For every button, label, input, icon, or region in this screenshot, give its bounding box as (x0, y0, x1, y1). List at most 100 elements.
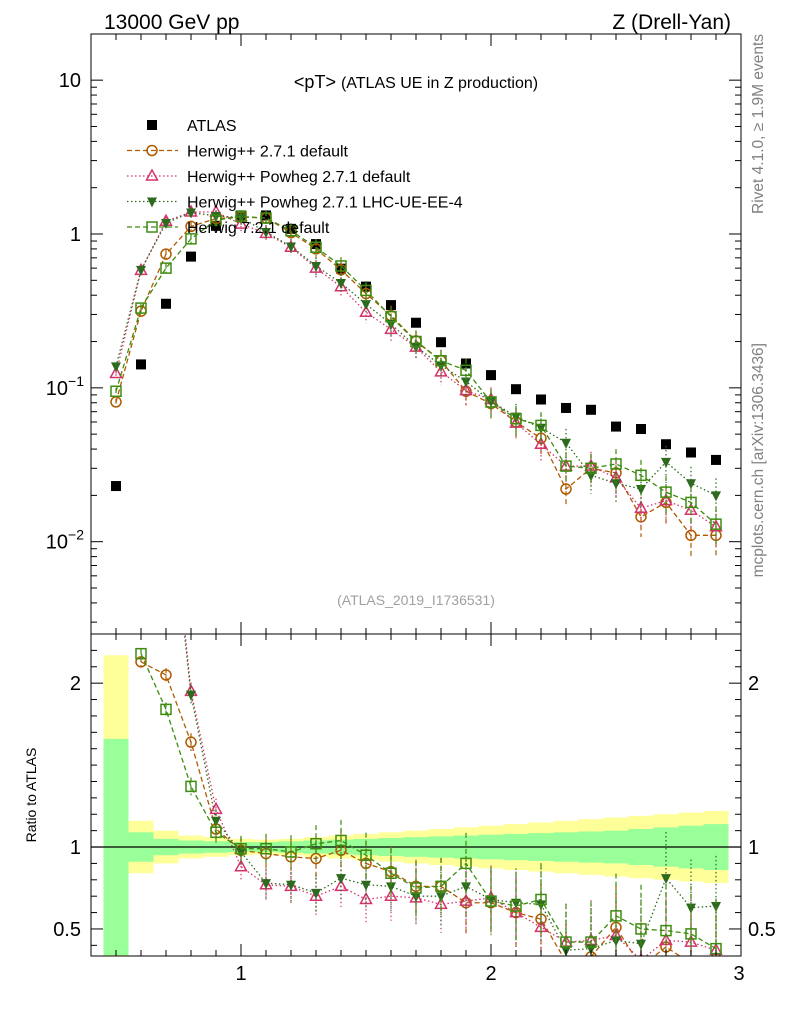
data-point (185, 233, 197, 245)
ratio-point (636, 962, 646, 972)
ratio-point (210, 826, 222, 839)
ratio-y-tick-label: 1 (70, 837, 81, 859)
data-point (460, 364, 472, 377)
data-point (636, 424, 646, 435)
ratio-point (160, 703, 172, 716)
data-point (585, 462, 597, 475)
data-point (386, 300, 396, 311)
ratio-point (361, 880, 371, 891)
ratio-point (311, 888, 321, 899)
ratio-point (610, 910, 622, 922)
series-herwig7 (110, 210, 722, 548)
ratio-point (565, 955, 567, 956)
data-point (534, 436, 548, 449)
ratio-point (410, 882, 422, 894)
data-point (660, 486, 672, 498)
data-point (161, 298, 171, 309)
y-tick-label: 10−2 (46, 527, 84, 554)
ratio-point (160, 669, 172, 681)
data-point (711, 454, 721, 465)
ratio-point (661, 874, 671, 885)
energy-label: 13000 GeV pp (104, 11, 239, 34)
ratio-point (161, 458, 171, 468)
ratio-y-tick-label-right: 1 (748, 837, 759, 859)
ratio-line-herwig_powheg (184, 634, 717, 956)
legend-label: Herwig++ Powheg 2.7.1 default (187, 169, 411, 186)
data-point (186, 208, 196, 219)
ratio-point (460, 857, 472, 870)
data-point (611, 421, 621, 432)
data-point (535, 419, 547, 432)
ratio-series-herwig_powheg (184, 634, 723, 956)
ratio-point (686, 903, 696, 914)
ratio-point (309, 888, 323, 901)
data-point (234, 216, 248, 229)
data-point (210, 214, 222, 226)
data-point (136, 265, 146, 276)
data-point (336, 279, 346, 290)
data-point (111, 362, 121, 373)
legend-entry-herwig7: Herwig 7.2.1 default (127, 220, 330, 237)
legend-label: Herwig++ Powheg 2.7.1 LHC-UE-EE-4 (187, 195, 463, 212)
ratio-point (485, 895, 497, 907)
data-point (285, 224, 297, 237)
data-point (461, 377, 471, 388)
data-point (711, 491, 721, 502)
ratio-point (686, 958, 696, 968)
data-point (109, 365, 123, 379)
ratio-point (560, 936, 572, 948)
ratio-point (260, 842, 272, 855)
ratio-point (585, 936, 597, 948)
ratio-line-herwig_powheg_lhc (183, 634, 717, 951)
data-point (385, 310, 397, 323)
ratio-point (386, 882, 396, 893)
data-point (611, 479, 621, 490)
ratio-point (385, 867, 397, 879)
legend-marker (146, 144, 158, 157)
data-point (635, 469, 647, 482)
main-y-tick-labels: 10−2 10−1 1 10 (46, 70, 84, 554)
legend-marker (147, 197, 157, 208)
y-tick-label: 1 (70, 224, 81, 246)
data-point (610, 458, 622, 470)
ratio-point (510, 900, 522, 912)
y-tick-label: 10 (59, 70, 81, 92)
analysis-id-label: (ATLAS_2019_I1736531) (337, 592, 495, 608)
ratio-point (335, 834, 347, 847)
data-point (235, 210, 247, 223)
ratio-point (310, 838, 322, 850)
data-point (586, 404, 596, 415)
data-point (161, 218, 171, 229)
ratio-point (360, 849, 372, 861)
ratio-point (186, 690, 196, 701)
data-point (710, 518, 722, 530)
data-point (135, 302, 147, 314)
ratio-series-herwig7 (135, 647, 722, 956)
ratio-point (234, 859, 248, 872)
data-point (511, 384, 521, 395)
legend-label: Herwig 7.2.1 default (187, 220, 330, 237)
legend: ATLAS Herwig++ 2.7.1 default Herwig++ Powh… (127, 118, 463, 237)
data-point (160, 248, 172, 260)
data-point (485, 396, 497, 408)
data-point (384, 321, 398, 335)
y-tick-label: 10−1 (46, 373, 84, 400)
process-label: Z (Drell-Yan) (612, 11, 731, 34)
x-tick-label: 3 (733, 963, 744, 985)
ratio-point (135, 647, 147, 660)
data-point (510, 412, 522, 425)
data-point (686, 447, 696, 458)
legend-marker (147, 120, 157, 130)
data-point (634, 500, 648, 513)
data-point (561, 438, 571, 449)
data-point (110, 385, 122, 398)
series-line-herwig_powheg (115, 211, 717, 528)
legend-marker (146, 221, 158, 233)
data-point (260, 212, 272, 224)
ratio-axis-ticks (91, 634, 741, 956)
data-point (186, 251, 196, 262)
legend-entry-data: ATLAS (147, 118, 237, 135)
ratio-uncertainty-bands (103, 655, 729, 956)
ratio-point (185, 736, 197, 748)
ratio-point (660, 924, 672, 937)
